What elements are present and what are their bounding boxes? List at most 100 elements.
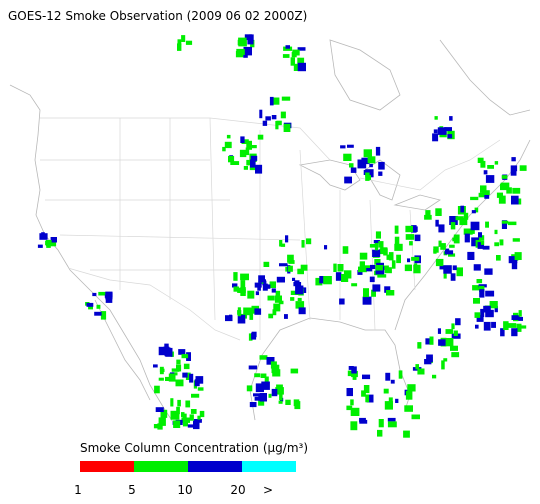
smoke-patch	[50, 237, 57, 243]
smoke-patch	[285, 266, 289, 272]
smoke-patch	[480, 308, 485, 317]
smoke-patch	[439, 265, 447, 270]
smoke-patch	[444, 250, 454, 255]
smoke-patch	[238, 37, 247, 41]
legend-swatch	[242, 461, 296, 472]
smoke-patch	[241, 139, 249, 144]
smoke-patch	[100, 311, 107, 320]
smoke-patch	[323, 276, 332, 285]
smoke-patch	[350, 407, 360, 416]
smoke-patch	[362, 296, 372, 305]
smoke-patch	[377, 429, 383, 437]
smoke-patch	[260, 373, 267, 378]
smoke-patch	[348, 366, 354, 370]
smoke-patch	[438, 240, 442, 247]
smoke-patch	[279, 263, 288, 267]
smoke-patch	[413, 264, 421, 274]
smoke-patch	[367, 156, 376, 164]
smoke-patch	[181, 412, 185, 418]
smoke-patch	[259, 355, 268, 360]
smoke-patch	[194, 379, 200, 387]
smoke-patch	[176, 406, 180, 415]
smoke-patch	[398, 370, 403, 379]
smoke-patch	[181, 354, 189, 359]
smoke-patch	[507, 221, 517, 226]
smoke-patch	[371, 289, 376, 297]
smoke-patch	[444, 127, 452, 132]
smoke-patch	[380, 247, 388, 252]
smoke-patch	[476, 314, 484, 322]
smoke-patch	[236, 53, 241, 57]
smoke-patch	[471, 237, 480, 247]
smoke-patch	[437, 328, 441, 334]
smoke-patch	[351, 366, 357, 374]
smoke-patch	[404, 405, 413, 412]
smoke-patch	[290, 297, 295, 301]
smoke-patch	[438, 224, 445, 233]
smoke-patch	[106, 292, 113, 298]
smoke-patch	[250, 155, 258, 161]
smoke-patch	[343, 153, 352, 161]
smoke-patch	[259, 393, 267, 402]
smoke-patch	[240, 280, 246, 289]
smoke-patch	[245, 147, 250, 156]
smoke-patch	[407, 258, 411, 263]
smoke-patch	[411, 414, 420, 420]
smoke-patch	[491, 321, 496, 328]
smoke-patch	[158, 417, 166, 426]
smoke-patch	[482, 245, 490, 250]
smoke-patch	[409, 241, 413, 246]
smoke-patch	[463, 228, 473, 235]
smoke-patch	[346, 405, 353, 411]
smoke-patch	[387, 421, 397, 428]
smoke-patch	[350, 421, 358, 431]
smoke-patch	[349, 163, 354, 168]
smoke-patch	[437, 127, 447, 135]
smoke-patch	[425, 338, 433, 345]
smoke-patch	[361, 390, 366, 397]
smoke-patch	[474, 312, 481, 318]
smoke-patch	[197, 415, 201, 420]
country-border	[40, 117, 501, 191]
smoke-patch	[375, 231, 381, 239]
smoke-patch	[474, 207, 479, 213]
smoke-patch	[359, 252, 368, 260]
smoke-patch	[387, 417, 396, 422]
smoke-patch	[476, 279, 483, 284]
smoke-patch	[98, 291, 106, 296]
smoke-patch	[479, 285, 485, 292]
smoke-patch	[372, 249, 381, 257]
smoke-patch	[222, 146, 226, 152]
smoke-patch	[449, 244, 455, 248]
smoke-patch	[500, 183, 507, 191]
smoke-patch	[450, 345, 458, 351]
smoke-patch	[297, 62, 306, 72]
smoke-patch	[168, 373, 176, 382]
smoke-patch	[272, 309, 277, 316]
smoke-patch	[441, 360, 445, 370]
smoke-patch	[487, 165, 494, 169]
smoke-patch	[365, 394, 370, 403]
smoke-patch	[484, 268, 493, 275]
smoke-patch	[92, 292, 97, 297]
smoke-patch	[250, 159, 256, 168]
smoke-patch	[511, 315, 520, 320]
base-map	[9, 39, 531, 426]
smoke-patch	[374, 259, 381, 265]
smoke-patch	[293, 282, 302, 287]
great-lakes	[298, 159, 441, 211]
smoke-patch	[170, 410, 180, 420]
smoke-patch	[464, 233, 470, 243]
smoke-patch	[494, 306, 498, 313]
smoke-patch	[483, 170, 488, 175]
smoke-patch	[177, 399, 181, 407]
smoke-patch	[376, 262, 384, 267]
smoke-patch	[191, 393, 200, 398]
smoke-patch	[276, 120, 282, 126]
smoke-patch	[268, 313, 274, 319]
smoke-patch	[233, 272, 238, 281]
smoke-patch	[178, 349, 186, 355]
smoke-patch	[405, 225, 413, 233]
smoke-patch	[280, 111, 286, 119]
smoke-patch	[229, 314, 233, 319]
